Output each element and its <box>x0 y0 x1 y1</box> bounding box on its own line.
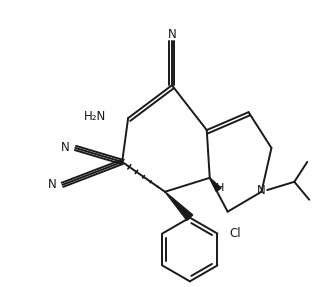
Text: Cl: Cl <box>229 227 241 240</box>
Text: N: N <box>168 28 176 41</box>
Polygon shape <box>210 178 221 191</box>
Text: N: N <box>257 184 266 197</box>
Polygon shape <box>165 192 193 220</box>
Text: H: H <box>216 183 224 193</box>
Text: N: N <box>48 178 56 191</box>
Text: H₂N: H₂N <box>84 110 106 123</box>
Text: N: N <box>61 141 70 154</box>
